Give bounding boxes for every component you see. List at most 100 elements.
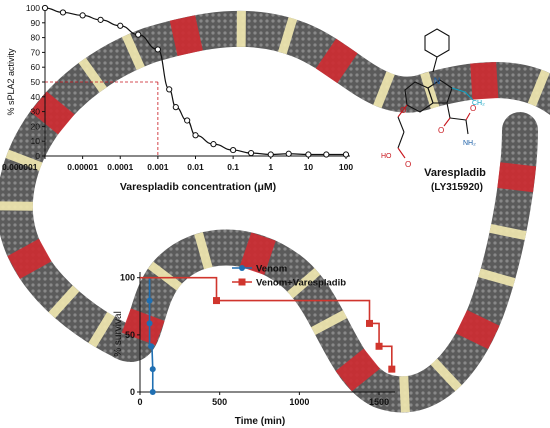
carbonyl-1 [443, 117, 451, 127]
snake-band [5, 149, 43, 171]
chart1-x-tick-label: 0.0001 [107, 162, 133, 172]
snake-band [478, 268, 516, 287]
snake-body-texture [0, 10, 550, 413]
chart1-x-tick-label: 100 [339, 162, 353, 172]
atom-ch3: CH₂ [472, 100, 485, 107]
snake-band [373, 71, 395, 109]
legend-swatch-marker [238, 278, 246, 286]
chart1-y-tick-label: 90 [31, 18, 41, 28]
chart1-y-tick-label: 50 [31, 77, 41, 87]
chart1-x-tick-label: 0.1 [227, 162, 239, 172]
chart2-x-tick-label: 500 [212, 397, 227, 407]
ether-bond-2 [397, 116, 405, 133]
venom-varespladib-point [213, 297, 220, 305]
ethyl-bond-2 [464, 91, 474, 101]
chart1-x-tick-label: 0.01 [187, 162, 204, 172]
snake-band [30, 91, 75, 135]
snake-band [169, 15, 203, 56]
venom-varespladib-point [375, 342, 383, 350]
chart1-y-tick-label: 60 [31, 62, 41, 72]
chart1-x-tick-label: 0.00001 [67, 162, 98, 172]
oxo-bond-2 [449, 117, 467, 121]
snake-bands [0, 10, 550, 413]
chart1-data-point [135, 31, 142, 38]
chart1-x-tick-label: 1 [268, 162, 273, 172]
molecule-code: (LY315920) [431, 182, 483, 193]
venom-point [149, 389, 156, 395]
chart1-y-axis-label: % sPLA2 activity [6, 48, 16, 116]
snake-band [239, 232, 276, 275]
survival-chart: 0 500 1000 1500 0 50 100 Venom Venom+Varesplad… [113, 264, 396, 427]
chart2-x-tick-label: 1000 [289, 397, 309, 407]
snake-band [527, 69, 550, 107]
chart1-x-tick-label: 0.000001 [2, 162, 38, 172]
snake-band [470, 62, 499, 100]
chart1-x-tick-label: 0.001 [147, 162, 169, 172]
atom-o-amide: O [470, 104, 476, 113]
chart1-data-point [192, 132, 199, 139]
chart1-data-point [59, 9, 67, 16]
atom-o-keto: O [438, 126, 444, 135]
venom-varespladib-point [366, 319, 373, 327]
atom-ho: HO [381, 153, 392, 160]
chart1-data-point [285, 150, 292, 157]
snake-band [78, 57, 107, 93]
chart1-x-tick-labels: 0.000001 0.00001 0.0001 0.001 0.01 0.1 1 10 100 [2, 162, 353, 172]
chart2-x-tick-label: 0 [137, 397, 142, 407]
chart2-axes [137, 272, 395, 395]
carbonyl-2 [465, 112, 471, 121]
snake-band [315, 38, 358, 84]
legend-entry-label: Venom [256, 264, 287, 275]
chart1-y-tick-label: 80 [31, 33, 41, 43]
ic50-guide [45, 81, 159, 156]
chart2-x-tick-labels: 0 500 1000 1500 [137, 397, 389, 407]
venom-point [148, 343, 155, 350]
chart2-y-tick-label: 0 [130, 387, 135, 397]
benzyl-ring [424, 28, 450, 58]
atom-o-acid: O [405, 160, 411, 169]
molecule-name: Varespladib [424, 167, 486, 179]
ether-bond-1 [397, 104, 408, 118]
chart1-data-point [172, 104, 179, 111]
chart1-data-point [267, 151, 274, 158]
venom-point [146, 297, 153, 304]
venom-varespladib-point [388, 365, 396, 373]
chart1-data-point [230, 146, 237, 154]
acid-bond [397, 131, 405, 149]
snake-band [489, 223, 527, 241]
chart1-y-tick-label: 30 [31, 107, 41, 117]
chart1-y-tick-label: 70 [31, 47, 41, 57]
venom-point [149, 366, 156, 373]
chart1-data-point [342, 151, 350, 158]
sPLA2-activity-chart: 0.000001 0.00001 0.0001 0.001 0.01 0.1 1 10 100 … [2, 3, 353, 193]
amide-bond [465, 119, 469, 135]
chart1-data-point [210, 141, 217, 148]
varespladib-structure [397, 28, 474, 159]
chart1-data-point [154, 46, 161, 53]
atom-nh2: NH₂ [463, 140, 476, 147]
chart1-data-point [166, 86, 173, 93]
chart2-x-axis-label: Time (min) [235, 416, 285, 427]
coral-snake-background [0, 10, 550, 413]
chart1-y-tick-label: 40 [31, 92, 41, 102]
chart1-data-point [79, 12, 86, 19]
snake-band [278, 17, 298, 55]
snake-band [121, 33, 145, 70]
chart1-data-point [323, 151, 330, 158]
snake-band [287, 267, 321, 299]
legend-entry-label: Venom+Varespladib [256, 278, 346, 289]
chart1-y-tick-labels: 0 10 20 30 40 50 60 70 80 90 100 [26, 3, 40, 161]
atom-o-ether: O [400, 106, 406, 115]
chart1-x-axis-label: Varespladib concentration (μM) [120, 181, 276, 193]
chart2-y-axis-label: % survival [113, 311, 124, 357]
chart1-x-tick-label: 10 [304, 162, 314, 172]
chart1-data-point [184, 117, 191, 124]
chart1-data-point [247, 149, 255, 157]
acid-carbonyl [397, 147, 406, 159]
chart2-x-tick-label: 1500 [369, 397, 389, 407]
chart2-y-tick-label: 100 [120, 273, 135, 283]
snake-band [7, 238, 52, 279]
chart1-data-point [305, 151, 312, 158]
venom-point [146, 320, 153, 327]
